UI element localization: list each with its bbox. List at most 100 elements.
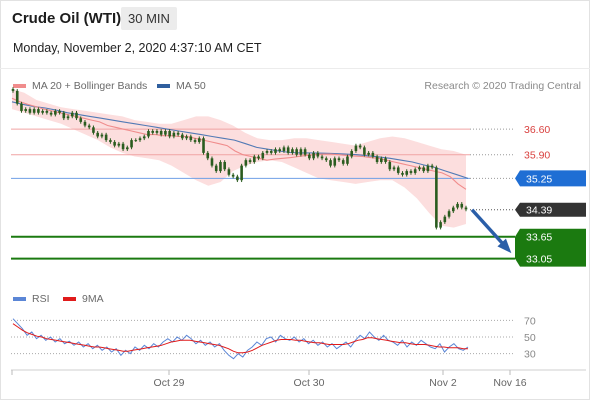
legend-swatch-9ma (63, 297, 76, 302)
candle-body (96, 132, 99, 137)
candle-body (295, 149, 298, 155)
legend-swatch-rsi (13, 297, 26, 302)
candle-body (109, 140, 112, 142)
candle-body (20, 103, 23, 111)
legend-9ma: 9MA (63, 293, 104, 305)
candle-body (358, 145, 362, 148)
x-tick-label-2: Nov 2 (429, 377, 457, 389)
candle-body (316, 152, 320, 157)
candle-body (37, 109, 40, 113)
candle-body (100, 134, 104, 137)
ma50-line (11, 101, 469, 179)
candle-body (291, 149, 294, 153)
candle-body (409, 171, 413, 173)
candle-body (32, 109, 36, 113)
candle-body (278, 149, 282, 152)
candle-body (274, 149, 277, 153)
legend-swatch-ma20 (13, 84, 26, 89)
candle-body (87, 125, 91, 128)
candle-body (168, 130, 171, 137)
instrument-title: Crude Oil (WTI) (12, 10, 122, 27)
rsi-9ma-line (12, 323, 468, 354)
candle-body (185, 136, 188, 139)
candle-body (142, 136, 146, 139)
candle-body (214, 165, 218, 172)
candle-body (219, 161, 222, 172)
candle-body (113, 141, 116, 146)
level-tag-pivot (515, 170, 586, 187)
candle-body (303, 149, 307, 155)
candle-body (54, 110, 57, 115)
level-label-0: 36.60 (524, 124, 550, 136)
candle-body (392, 167, 396, 170)
candle-body (269, 151, 273, 153)
candle-body (367, 152, 370, 155)
candle-body (240, 165, 243, 181)
candle-body (104, 134, 108, 141)
ma20-line (11, 97, 467, 190)
candle-body (363, 147, 366, 155)
candle-body (282, 147, 286, 152)
candle-body (83, 121, 87, 126)
candle-body (456, 203, 459, 208)
candle-body (138, 138, 142, 141)
candle-body (155, 130, 159, 133)
legend-label-ma50: MA 50 (176, 80, 206, 92)
candle-body (210, 158, 214, 166)
level-tag-current (515, 202, 586, 217)
candle-body (189, 136, 193, 141)
candle-body (58, 110, 61, 113)
candle-body (41, 110, 44, 113)
legend-ma50: MA 50 (157, 80, 206, 92)
candle-body (164, 130, 167, 135)
candle-body (464, 207, 468, 210)
candle-body (159, 130, 163, 135)
candle-body (337, 158, 341, 161)
candle-body (202, 138, 205, 153)
candle-body (341, 160, 345, 164)
rsi-tick-label-30: 30 (524, 349, 536, 361)
candle-body (181, 134, 184, 139)
candle-body (151, 130, 155, 133)
candle-body (435, 167, 438, 228)
candle-body (117, 143, 121, 146)
candle-body (49, 112, 53, 115)
legend-rsi: RSI (13, 293, 50, 305)
candle-body (261, 152, 265, 159)
candle-body (447, 211, 451, 217)
research-credit: Research © 2020 Trading Central (424, 80, 581, 92)
candle-body (227, 169, 231, 175)
level-label-3: 34.39 (526, 205, 552, 217)
candle-body (197, 138, 201, 142)
candle-body (324, 158, 328, 161)
candle-body (443, 216, 447, 223)
candle-body (439, 222, 442, 228)
legend-label-ma20: MA 20 + Bollinger Bands (32, 80, 148, 92)
candle-body (236, 176, 239, 181)
candle-body (253, 156, 256, 162)
candle-body (223, 161, 226, 170)
candle-body (384, 158, 387, 162)
candle-body (320, 156, 324, 159)
candle-body (45, 110, 49, 113)
candle-body (231, 174, 235, 177)
candle-body (388, 161, 392, 170)
timestamp: Monday, November 2, 2020 4:37:10 AM CET (13, 41, 262, 55)
timeframe-badge[interactable]: 30 MIN (121, 7, 177, 30)
candle-body (299, 149, 303, 155)
candle-body (28, 109, 32, 113)
candle-body (312, 152, 315, 159)
bollinger-band (12, 89, 466, 228)
candle-body (375, 156, 379, 162)
candle-body (333, 158, 337, 166)
legend-swatch-ma50 (157, 84, 170, 89)
candle-body (130, 140, 133, 148)
candle-body (422, 167, 425, 172)
candle-body (371, 152, 375, 157)
candle-body (350, 151, 353, 157)
candle-body (346, 156, 349, 164)
candle-body (401, 172, 404, 175)
candle-body (451, 207, 455, 212)
candle-body (75, 112, 78, 119)
candle-body (308, 154, 311, 159)
